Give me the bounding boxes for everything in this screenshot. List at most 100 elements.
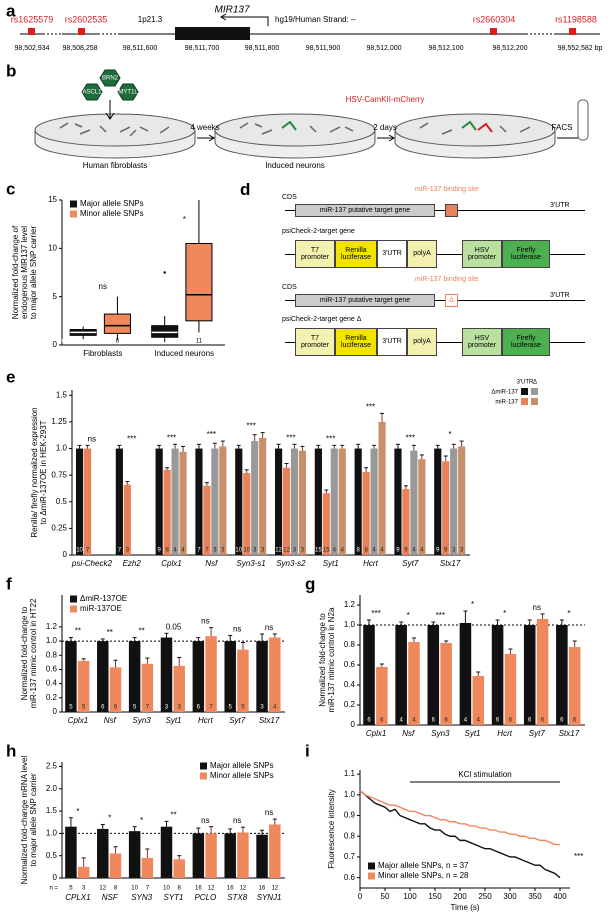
y-axis-label: to ΔmiR-137OE in HEK-293T	[39, 420, 48, 524]
step-label: Induced neurons	[265, 161, 325, 170]
count-label: 5	[133, 705, 137, 711]
count-label: 4	[399, 718, 403, 724]
part: Firefly luciferase	[502, 328, 550, 356]
bar	[192, 641, 205, 712]
count-label: 3	[221, 548, 225, 554]
y-tick-label: 0.4	[344, 680, 356, 689]
neuron	[477, 122, 493, 133]
bar	[322, 493, 330, 555]
bar	[77, 866, 90, 878]
y-axis-label: Fluorescence intensity	[327, 789, 336, 869]
x-tick-label: Hcrt	[497, 729, 512, 738]
count-label: 4	[273, 705, 277, 711]
count-label: 12	[99, 886, 106, 892]
panel-label: e	[6, 367, 15, 386]
bar	[179, 451, 187, 555]
y-tick-label: 1.1	[344, 769, 356, 778]
y-axis-label: Renilla/ firefly normalized expression	[30, 407, 39, 537]
bar	[298, 450, 307, 555]
bar	[568, 647, 581, 725]
legend-swatch	[70, 595, 77, 603]
count-label: 5	[69, 705, 73, 711]
significance: *	[140, 816, 143, 825]
x-tick-label: 0	[358, 892, 363, 901]
count-label: 27	[161, 339, 168, 345]
bar	[274, 448, 283, 555]
y-tick-label: 0.25	[51, 523, 67, 532]
significance: **	[139, 627, 145, 636]
legend-label: miR-137	[495, 400, 518, 406]
legend-label: ΔmiR-137	[491, 390, 518, 396]
snp-marker	[28, 28, 35, 35]
legend-swatch	[70, 200, 77, 208]
x-tick-label: 150	[428, 892, 442, 901]
legend-label: Minor allele SNPs, n = 28	[378, 871, 469, 880]
count-label: 10	[235, 548, 242, 554]
count-label: 3	[460, 548, 464, 554]
bar	[536, 619, 549, 725]
bar	[163, 469, 171, 555]
snp-label: rs1198588	[555, 14, 597, 24]
bar	[410, 450, 418, 555]
bar	[97, 641, 109, 712]
legend-swatch	[70, 210, 77, 218]
x-tick-label: 200	[453, 892, 467, 901]
count-label: 5	[229, 705, 233, 711]
count-label: 6	[114, 705, 118, 711]
bar	[97, 828, 109, 878]
x-tick-label: Syn3-s2	[276, 559, 306, 568]
y-tick-label: 0.9	[344, 811, 356, 820]
x-tick-label: Cplx1	[366, 729, 386, 738]
bar	[65, 641, 77, 712]
gene-box: miR-137 putative target gene	[295, 204, 435, 217]
count-label: 10	[163, 886, 170, 892]
y-tick-label: 1.5	[56, 390, 68, 399]
y-axis-label: endogenous MIR137 level	[20, 226, 29, 319]
legend-swatch	[200, 762, 207, 770]
box	[151, 325, 179, 338]
bar	[235, 448, 243, 555]
count-label: 10	[243, 548, 250, 554]
x-tick-label: 50	[381, 892, 390, 901]
count-label: 3	[178, 705, 182, 711]
bar	[450, 448, 458, 555]
significance: ns	[265, 808, 273, 817]
count-label: 9	[444, 548, 448, 554]
bar	[160, 826, 173, 878]
factor-hexagons	[81, 69, 139, 101]
legend-header: Δ	[533, 380, 537, 386]
bar	[256, 834, 268, 878]
x-tick-label: Nsf	[205, 559, 218, 568]
x-tick-label: Syt1	[165, 716, 181, 725]
x-tick-label: 100	[403, 892, 417, 901]
significance: ns	[88, 434, 96, 443]
x-tick-label: Syt7	[529, 729, 546, 738]
outlier	[163, 271, 166, 274]
y-tick-label: 1.2	[344, 600, 356, 609]
significance: *	[567, 609, 570, 618]
box	[103, 313, 131, 334]
bar	[402, 489, 410, 555]
x-tick-label: Stx17	[559, 729, 580, 738]
count-label: 6	[367, 718, 371, 724]
x-tick-label: STX8	[227, 893, 248, 902]
count-label: 3	[261, 548, 265, 554]
part: Renilla luciferase	[335, 328, 377, 356]
bar	[363, 625, 375, 725]
x-tick-label: NSF	[102, 893, 119, 902]
bar	[65, 826, 77, 878]
count-label: 6	[560, 718, 564, 724]
x-tick-label: Hcrt	[363, 559, 378, 568]
significance: ***	[207, 430, 216, 439]
x-tick-label: Syt1	[464, 729, 480, 738]
count-label: 4	[333, 548, 337, 554]
bar	[123, 484, 131, 555]
bar	[269, 824, 281, 878]
significance: ***	[326, 434, 335, 443]
x-tick-label: Cplx1	[161, 559, 181, 568]
x-tick-label: Syn3-s1	[236, 559, 265, 568]
bar	[394, 448, 402, 555]
x-tick-label: CPLX1	[65, 893, 90, 902]
significance: **	[75, 627, 81, 636]
